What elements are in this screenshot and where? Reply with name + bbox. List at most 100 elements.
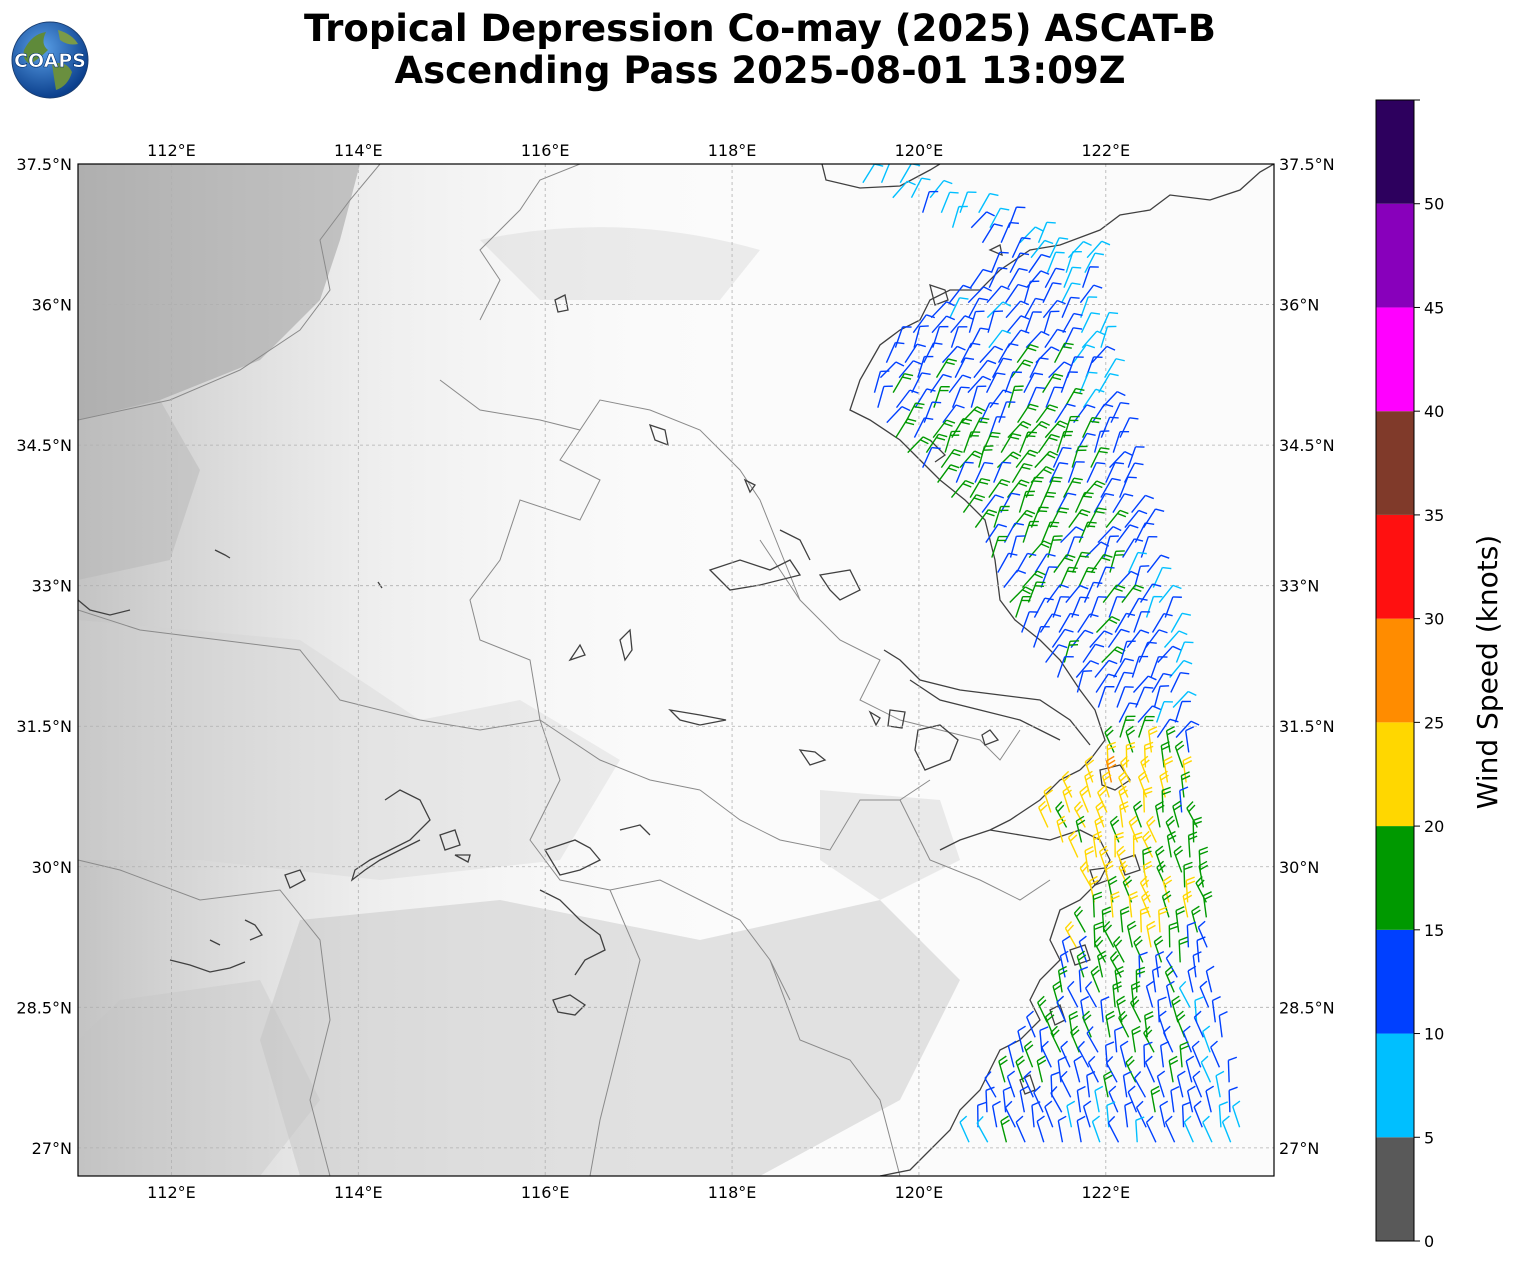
lat-tick-label-right: 31.5°N <box>1279 717 1335 736</box>
wind-barb <box>1081 330 1106 349</box>
wind-barb <box>892 180 916 199</box>
wind-barb <box>923 342 943 363</box>
wind-barb <box>1041 521 1060 543</box>
wind-barb <box>913 417 934 438</box>
wind-barb <box>1092 831 1103 858</box>
wind-barb <box>911 372 931 393</box>
graticule <box>78 163 1274 1176</box>
wind-barb <box>949 297 969 318</box>
wind-barb <box>1044 1100 1054 1128</box>
wind-barb <box>1065 250 1082 273</box>
wind-barb <box>1052 446 1072 468</box>
wind-barb <box>1186 1085 1196 1113</box>
wind-barb <box>1009 586 1034 604</box>
wind-barb <box>1112 493 1134 513</box>
wind-barb <box>1153 935 1164 963</box>
lat-tick-label-left: 36°N <box>32 296 72 315</box>
wind-barb <box>951 205 968 228</box>
wind-barb <box>985 523 1007 543</box>
wind-barb <box>1146 554 1170 573</box>
wind-barb <box>1192 816 1203 843</box>
wind-barb <box>913 325 929 348</box>
wind-barb <box>1097 685 1115 708</box>
lon-tick-label-bottom: 118°E <box>708 1183 757 1202</box>
wind-barb <box>1076 670 1093 693</box>
wind-barb <box>1043 310 1060 333</box>
wind-barb <box>1170 671 1190 693</box>
wind-barb <box>1084 252 1104 274</box>
wind-barb <box>950 315 974 334</box>
wind-barb <box>1011 237 1031 258</box>
wind-barb <box>1179 1041 1190 1068</box>
wind-barb <box>1124 1101 1134 1128</box>
wind-barb <box>922 446 941 468</box>
wind-barb <box>1173 845 1184 873</box>
wind-barb <box>1057 1115 1067 1143</box>
wind-barb <box>1160 741 1171 768</box>
wind-barb <box>984 1071 997 1098</box>
wind-barb <box>925 433 948 453</box>
wind-barb <box>1006 315 1030 334</box>
wind-barb <box>1006 479 1030 499</box>
wind-barb <box>1181 1101 1192 1128</box>
wind-barb <box>1174 700 1191 723</box>
wind-barb <box>940 191 959 213</box>
wind-barb <box>1168 921 1179 948</box>
wind-barb <box>985 1086 995 1113</box>
wind-barb <box>1029 357 1049 378</box>
wind-barb <box>1039 1026 1049 1053</box>
wind-barb <box>1007 385 1024 408</box>
wind-barb <box>1003 522 1024 543</box>
wind-barb <box>1183 1115 1194 1143</box>
wind-barb <box>1083 581 1103 603</box>
wind-barb <box>1202 891 1213 918</box>
wind-barb <box>877 385 893 408</box>
wind-barb <box>1096 566 1115 588</box>
wind-barb <box>1077 1040 1090 1068</box>
wind-barb <box>1130 995 1142 1023</box>
wind-barb <box>1145 629 1168 648</box>
wind-barb <box>1026 386 1046 408</box>
wind-barb <box>1048 361 1073 379</box>
colorbar-label: Wind Speed (knots) <box>1471 535 1504 809</box>
wind-barb <box>1116 995 1126 1023</box>
wind-barb <box>1017 403 1039 424</box>
colorbar-tick-label: 15 <box>1424 921 1444 940</box>
wind-barb <box>1116 686 1134 708</box>
wind-barb <box>1009 252 1030 274</box>
wind-barb <box>1082 1100 1092 1128</box>
wind-barb <box>1170 612 1192 633</box>
wind-barb <box>1166 830 1177 858</box>
wind-barb <box>1109 550 1125 573</box>
wind-barb <box>1114 831 1124 858</box>
colorbar-tick-label: 5 <box>1424 1128 1434 1147</box>
wind-barb <box>1021 611 1039 633</box>
wind-barb <box>910 177 931 199</box>
wind-barb <box>1050 1086 1063 1113</box>
wind-barb <box>1182 890 1193 918</box>
lon-tick-label-bottom: 112°E <box>147 1183 196 1202</box>
wind-barb <box>1076 1085 1086 1113</box>
wind-barb <box>1089 630 1113 648</box>
wind-barb <box>1140 536 1158 558</box>
wind-barb <box>1201 1025 1211 1053</box>
wind-barb <box>1119 640 1136 663</box>
wind-barb <box>1015 552 1037 573</box>
colorbar-tick-label: 0 <box>1424 1232 1434 1251</box>
wind-barb <box>1100 996 1110 1023</box>
wind-barb <box>1187 831 1198 858</box>
wind-barb <box>970 385 987 408</box>
wind-barb <box>1118 785 1128 813</box>
colorbar-tick-label: 25 <box>1424 713 1444 732</box>
colorbar-bin <box>1376 514 1414 619</box>
wind-barb <box>1197 920 1208 948</box>
wind-barb <box>1042 282 1062 303</box>
wind-barb <box>1105 1010 1116 1038</box>
wind-barb <box>879 361 905 379</box>
wind-barb <box>1182 756 1193 783</box>
lat-tick-label-right: 34.5°N <box>1279 436 1335 455</box>
wind-barb <box>932 325 949 348</box>
wind-barb <box>1178 936 1188 963</box>
wind-barb <box>1144 1055 1156 1083</box>
wind-barb <box>961 406 986 424</box>
